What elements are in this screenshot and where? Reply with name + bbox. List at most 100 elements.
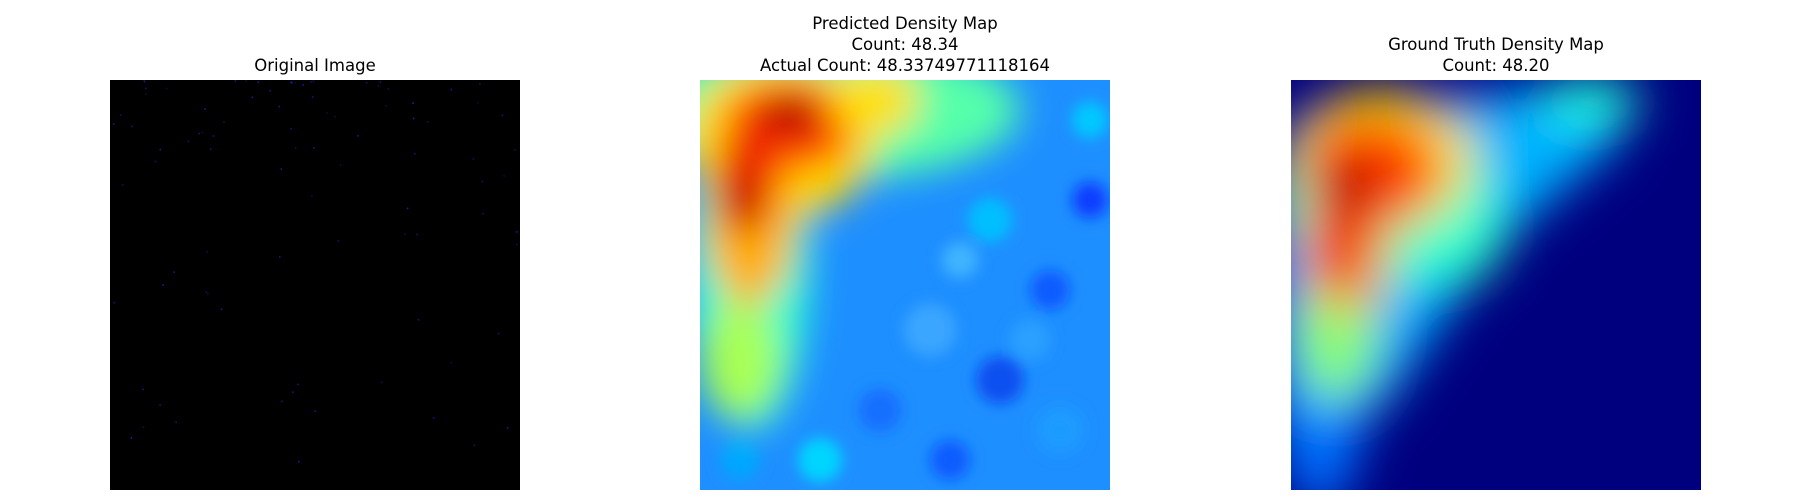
original-image-speckle xyxy=(450,88,453,90)
original-image-speckle xyxy=(311,96,314,98)
original-image-speckle xyxy=(212,135,215,137)
original-image-speckle xyxy=(159,404,161,406)
original-image-speckle xyxy=(416,233,418,236)
original-image-speckle xyxy=(507,426,509,429)
original-image-speckle xyxy=(432,417,435,419)
original-image-speckle xyxy=(251,96,254,98)
original-image-speckle xyxy=(334,115,336,118)
original-image-speckle xyxy=(187,140,190,143)
original-image-speckle xyxy=(245,80,248,82)
original-image-speckle xyxy=(477,102,480,104)
predicted-density-heatmap xyxy=(700,80,1110,490)
original-image-speckle xyxy=(473,444,476,447)
original-image-speckle xyxy=(365,81,368,84)
actual-count-label: Actual Count: 48.33749771118164 xyxy=(760,56,1050,75)
predicted-count-label: Count: 48.34 xyxy=(851,35,959,54)
original-image-speckle xyxy=(515,231,518,233)
predicted-density-title: Predicted Density Map Count: 48.34 Actua… xyxy=(700,13,1110,76)
original-image-speckle xyxy=(220,308,223,311)
original-image-speckle xyxy=(234,80,237,82)
original-image-speckle xyxy=(380,381,383,384)
original-image-speckle xyxy=(143,80,146,82)
original-image-speckle xyxy=(201,131,204,134)
original-image-speckle xyxy=(206,251,208,253)
original-image-speckle xyxy=(290,128,292,130)
original-image-speckle xyxy=(130,437,133,439)
original-image-speckle xyxy=(290,81,293,83)
original-image-speckle xyxy=(207,293,209,295)
original-image-speckle xyxy=(142,388,144,391)
original-image-speckle xyxy=(516,243,518,246)
original-image-speckle xyxy=(210,148,212,150)
original-image-title: Original Image xyxy=(110,55,520,76)
ground-truth-title-line-1: Ground Truth Density Map xyxy=(1388,35,1604,54)
original-image-canvas xyxy=(110,80,520,490)
original-image-speckle xyxy=(297,383,299,386)
original-image-speckle xyxy=(450,361,453,364)
original-image-speckle xyxy=(313,147,315,149)
original-image-speckle xyxy=(166,87,168,90)
ground-truth-title: Ground Truth Density Map Count: 48.20 xyxy=(1291,34,1701,76)
original-image-speckle xyxy=(326,112,328,114)
original-image-speckle xyxy=(412,102,414,104)
predicted-texture-layer xyxy=(720,102,1108,482)
original-image-speckle xyxy=(302,84,304,86)
original-image-speckle xyxy=(450,89,452,91)
original-image-speckle xyxy=(501,114,504,117)
original-image-speckle xyxy=(379,81,382,83)
original-image-speckle xyxy=(481,180,484,183)
original-image-speckle xyxy=(281,400,283,403)
original-image-speckle xyxy=(269,89,272,92)
original-image-speckle xyxy=(514,149,516,151)
original-image-speckle xyxy=(175,421,177,424)
original-image-speckle xyxy=(314,410,317,412)
original-image-speckle xyxy=(198,132,200,135)
original-image-speckle xyxy=(503,175,505,177)
original-image-speckle xyxy=(279,256,281,258)
predicted-density-map xyxy=(700,80,1110,490)
original-image-speckle xyxy=(205,291,208,293)
original-image-speckle xyxy=(414,152,416,155)
original-image-speckle xyxy=(144,87,147,90)
original-image-speckle xyxy=(131,125,133,128)
original-image-title-line-1: Original Image xyxy=(254,56,376,75)
original-image-speckle xyxy=(173,271,175,273)
ground-truth-count-label: Count: 48.20 xyxy=(1442,56,1550,75)
original-image-speckle xyxy=(482,212,484,215)
original-image-speckle xyxy=(159,148,162,151)
original-image-speckle xyxy=(112,123,115,125)
original-image-speckle xyxy=(412,117,415,120)
original-image-speckle xyxy=(311,194,313,197)
original-image-speckle xyxy=(310,81,312,83)
original-image-speckle xyxy=(113,301,116,304)
ground-truth-hotspot-layer xyxy=(1291,80,1641,490)
original-image-speckle xyxy=(145,93,147,95)
original-image-speckle xyxy=(337,240,340,242)
original-image-speckle xyxy=(298,460,300,463)
original-image-speckle xyxy=(142,426,145,428)
original-image-speckle xyxy=(497,332,500,335)
original-image-speckle xyxy=(479,82,481,85)
original-image-speckle xyxy=(387,88,390,90)
original-image-speckle xyxy=(294,147,297,149)
original-image-speckle xyxy=(121,184,124,186)
ground-truth-density-heatmap xyxy=(1291,80,1701,490)
original-image-speckle xyxy=(154,160,157,163)
original-image-speckle xyxy=(406,207,409,210)
original-image-speckle xyxy=(404,233,406,235)
original-image-speckle xyxy=(144,81,146,83)
original-image-speckle xyxy=(278,105,280,108)
original-image-speckle xyxy=(162,284,164,286)
original-image-speckle xyxy=(119,114,122,116)
predicted-density-title-line-1: Predicted Density Map xyxy=(812,14,998,33)
original-image-speckle xyxy=(377,85,380,87)
original-image-speckle xyxy=(257,81,259,84)
original-image-background xyxy=(110,80,520,490)
original-image-speckle xyxy=(426,121,429,123)
predicted-hotspot-layer xyxy=(700,80,1020,430)
ground-truth-density-map xyxy=(1291,80,1701,490)
original-image-speckle xyxy=(417,319,420,321)
original-image xyxy=(110,80,520,490)
original-image-speckle xyxy=(357,135,359,137)
original-image-speckle xyxy=(292,391,294,393)
